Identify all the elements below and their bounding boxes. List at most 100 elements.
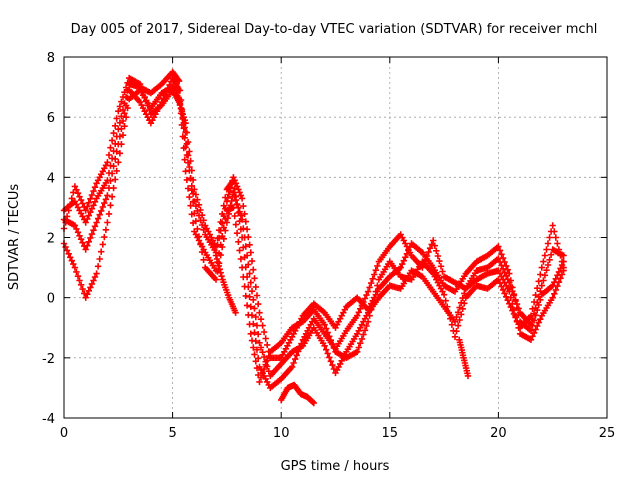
data-point (447, 315, 454, 322)
y-tick-label: 4 (47, 171, 55, 186)
data-point (163, 88, 170, 95)
data-point (430, 237, 437, 244)
data-point (547, 251, 555, 258)
data-point (262, 335, 269, 342)
data-point (403, 250, 411, 257)
data-point (530, 329, 538, 337)
data-point (360, 298, 367, 306)
x-tick-label: 0 (60, 426, 68, 441)
data-point (448, 321, 456, 328)
data-point (507, 283, 514, 291)
data-point (233, 230, 241, 237)
data-point (96, 255, 103, 263)
data-point (235, 238, 242, 245)
data-point (324, 329, 331, 336)
data-point (181, 156, 188, 163)
data-point (527, 312, 535, 319)
data-point (459, 305, 466, 312)
data-point (77, 281, 85, 288)
data-point (96, 211, 103, 218)
data-point (397, 264, 404, 271)
data-point (248, 337, 256, 344)
series-track-b (60, 83, 567, 380)
data-point (218, 273, 225, 280)
data-point (507, 303, 514, 311)
data-point (139, 89, 147, 96)
data-point (88, 230, 96, 238)
data-point (512, 314, 519, 321)
data-point (399, 260, 406, 268)
data-point (260, 365, 268, 373)
data-point (102, 196, 110, 203)
data-point (428, 241, 435, 248)
data-point (237, 255, 245, 263)
data-point (456, 316, 463, 324)
data-point (212, 243, 220, 250)
x-tick-label: 10 (273, 426, 290, 441)
data-point (529, 333, 536, 340)
data-point (257, 374, 265, 381)
data-point (230, 177, 237, 184)
data-point (506, 300, 513, 307)
data-point (495, 255, 502, 262)
data-point (184, 152, 192, 159)
data-point (238, 195, 246, 202)
data-point (122, 114, 130, 121)
data-point (265, 352, 272, 360)
y-tick-label: 6 (47, 111, 55, 126)
data-point (90, 202, 97, 209)
series-track-d (60, 74, 567, 386)
data-point (238, 234, 246, 241)
data-point (513, 317, 521, 325)
data-point (246, 241, 253, 248)
data-point (368, 306, 375, 313)
y-tick-label: 8 (47, 51, 55, 66)
data-point (90, 227, 97, 234)
data-point (228, 197, 235, 205)
data-point (246, 293, 253, 300)
data-point (439, 268, 446, 275)
data-point (557, 275, 564, 282)
data-point (236, 218, 243, 225)
data-point (237, 226, 245, 233)
data-point (94, 215, 102, 222)
data-point (65, 250, 72, 257)
data-point (74, 229, 82, 236)
data-point (253, 346, 261, 353)
data-point (87, 195, 94, 202)
data-point (231, 185, 238, 192)
data-point (236, 247, 243, 254)
data-point (217, 241, 224, 248)
data-point (369, 275, 376, 282)
data-point (192, 191, 200, 198)
data-point (329, 340, 336, 348)
data-point (358, 335, 366, 343)
y-tick-label: -4 (42, 412, 55, 427)
data-point (295, 348, 302, 355)
data-point (425, 248, 432, 256)
data-point (453, 313, 460, 321)
data-point (232, 193, 240, 200)
data-point (513, 300, 521, 308)
data-point (71, 222, 79, 229)
data-point (498, 262, 505, 269)
data-point (236, 189, 243, 196)
data-point (65, 207, 72, 214)
data-point (216, 266, 223, 273)
data-point (538, 264, 545, 271)
data-point (107, 202, 114, 209)
data-point (182, 120, 189, 127)
data-point (255, 331, 262, 338)
data-point (253, 364, 261, 372)
data-point (509, 307, 516, 314)
data-point (264, 357, 271, 364)
data-point (88, 205, 96, 212)
data-point (124, 79, 131, 86)
data-point (68, 257, 75, 264)
data-point (217, 218, 224, 226)
data-point (499, 265, 507, 273)
data-point (220, 224, 227, 231)
data-point (136, 80, 144, 88)
data-point (99, 203, 106, 211)
